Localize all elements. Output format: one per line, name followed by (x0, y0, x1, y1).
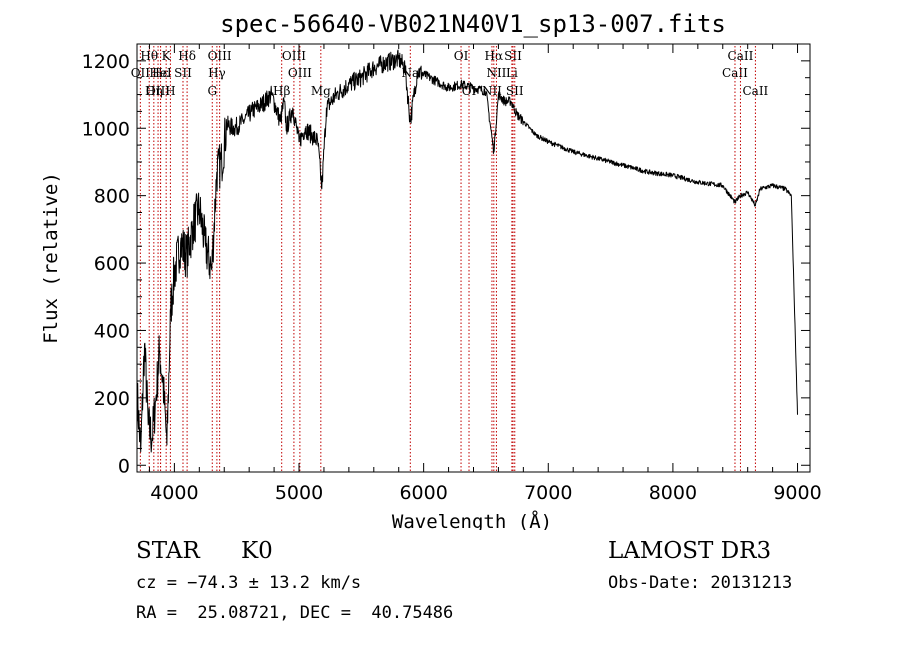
x-tick-label-1: 5000 (275, 482, 323, 504)
x-tick-label-3: 7000 (524, 482, 572, 504)
coordinates: RA = 25.08721, DEC = 40.75486 (136, 603, 454, 623)
line-label-15: OIII (288, 66, 312, 80)
line-label-16: Mg (311, 84, 331, 98)
y-tick-label-6: 1200 (82, 51, 130, 73)
axis-ticks: 4000 5000 6000 7000 8000 9000 0 200 400 600 800 100… (82, 44, 822, 504)
line-label-24: Li (506, 66, 518, 80)
spectrum-series (136, 49, 798, 453)
x-axis-label: Wavelength (Å) (392, 510, 552, 530)
line-label-26: CaII (722, 66, 748, 80)
line-label-18: OI (454, 49, 469, 63)
line-label-6: HeI (149, 66, 172, 80)
line-label-5: K (162, 49, 172, 63)
line-label-28: CaII (742, 84, 768, 98)
line-label-1: OII (131, 66, 151, 80)
line-label-11: OIII (208, 49, 232, 63)
line-label-27: CaII (728, 49, 754, 63)
y-tick-label-0: 0 (118, 455, 130, 477)
x-tick-label-4: 8000 (649, 482, 697, 504)
line-label-0: Hθ (140, 49, 158, 63)
y-tick-label-5: 1000 (82, 118, 130, 140)
chart-title: spec-56640-VB021N40V1_sp13-007.fits (220, 10, 726, 38)
line-label-8: SII (174, 66, 192, 80)
line-label-14: OIII (282, 49, 306, 63)
object-subclass: K0 (241, 538, 273, 564)
line-label-2: OIII (146, 84, 170, 98)
survey-name: LAMOST DR3 (608, 538, 772, 564)
y-tick-label-3: 600 (94, 253, 130, 275)
x-tick-label-5: 9000 (773, 482, 821, 504)
line-label-4: Hε (152, 66, 169, 80)
line-label-10: G (207, 84, 217, 98)
line-label-3: Hη (145, 84, 163, 98)
line-label-7: H (165, 84, 175, 98)
x-tick-label-2: 6000 (399, 482, 447, 504)
object-class: STAR (136, 538, 200, 564)
observation-date: Obs-Date: 20131213 (608, 573, 793, 593)
y-tick-label-2: 400 (94, 320, 130, 342)
spectrum-chart: spec-56640-VB021N40V1_sp13-007.fits Hθ OI… (40, 10, 822, 530)
line-label-9: Hδ (178, 49, 196, 63)
line-label-13: Hβ (273, 84, 290, 98)
y-axis-label: Flux (relative) (40, 172, 62, 344)
x-tick-label-0: 4000 (150, 482, 198, 504)
spectrum-line (136, 49, 798, 453)
spectral-line-markers: HθOIIOIIIHηHεKHeIHSIIHδGOIIIHγHβOIIIOIII… (131, 46, 769, 472)
line-label-21: Hα (485, 49, 504, 63)
line-label-23: SII (504, 49, 522, 63)
line-label-22: NII (486, 66, 506, 80)
y-tick-label-1: 200 (94, 388, 130, 410)
plot-frame (136, 43, 811, 473)
redshift-velocity: cz = −74.3 ± 13.2 km/s (136, 573, 362, 593)
line-label-25: SII (506, 84, 524, 98)
line-label-12: Hγ (208, 66, 226, 80)
y-tick-label-4: 800 (94, 186, 130, 208)
